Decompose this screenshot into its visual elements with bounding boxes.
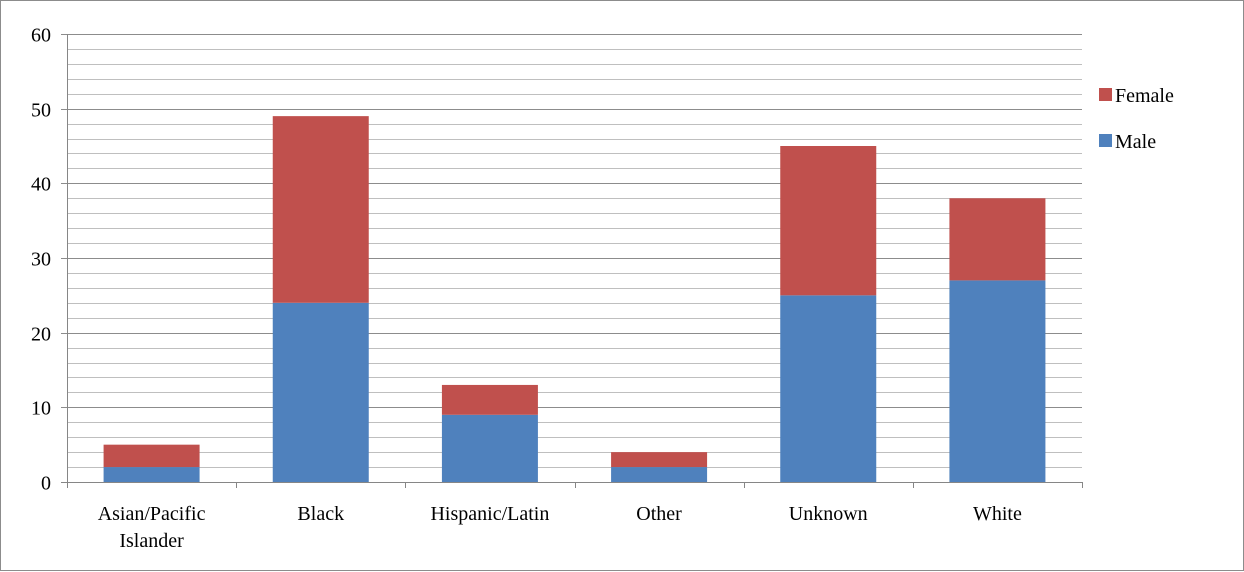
bar-female [611,452,708,468]
bar-female [949,198,1046,281]
bar-male [272,302,369,482]
bars [103,116,1046,482]
legend-swatch-female [1099,88,1112,101]
y-tick-label: 0 [41,473,51,495]
x-tick-label-line: Unknown [789,503,868,525]
y-tick-label: 30 [31,249,51,271]
bar-male [611,467,708,482]
y-tick-label: 20 [31,324,51,346]
x-tick-label: Hispanic/Latin [430,503,549,525]
legend-label-female: Female [1115,85,1174,107]
x-tick-label-line: Other [636,503,682,525]
x-tick-label-line: Islander [119,530,184,552]
x-tick-label: Unknown [789,503,868,525]
bar-female [441,384,538,415]
bar-male [441,414,538,482]
x-tick-label: White [973,503,1022,525]
bar-female [103,444,200,468]
gridlines [61,34,1082,483]
x-tick-label-line: Black [297,503,344,525]
x-tick-label-line: Asian/Pacific [98,503,206,525]
legend: Female Male [1099,85,1174,153]
bar-female [272,116,369,303]
legend-label-male: Male [1115,131,1156,153]
x-tick-label: Asian/Pacific Islander [98,503,206,552]
x-tick-label-line: Hispanic/Latin [430,503,549,525]
y-tick-label: 60 [31,25,51,47]
y-tick-label: 40 [31,174,51,196]
x-tick-label-line: White [973,503,1022,525]
y-tick-label: 10 [31,398,51,420]
x-tick-label: Black [297,503,344,525]
legend-swatch-male [1099,134,1112,147]
x-tick-label: Other [636,503,682,525]
y-tick-label: 50 [31,100,51,122]
bar-female [780,146,877,296]
bar-male [949,280,1046,482]
bar-male [780,295,877,482]
bar-male [103,467,200,482]
axes: 0 10 20 30 40 50 60 Asian/Pacific Islander Black H… [31,25,1083,552]
